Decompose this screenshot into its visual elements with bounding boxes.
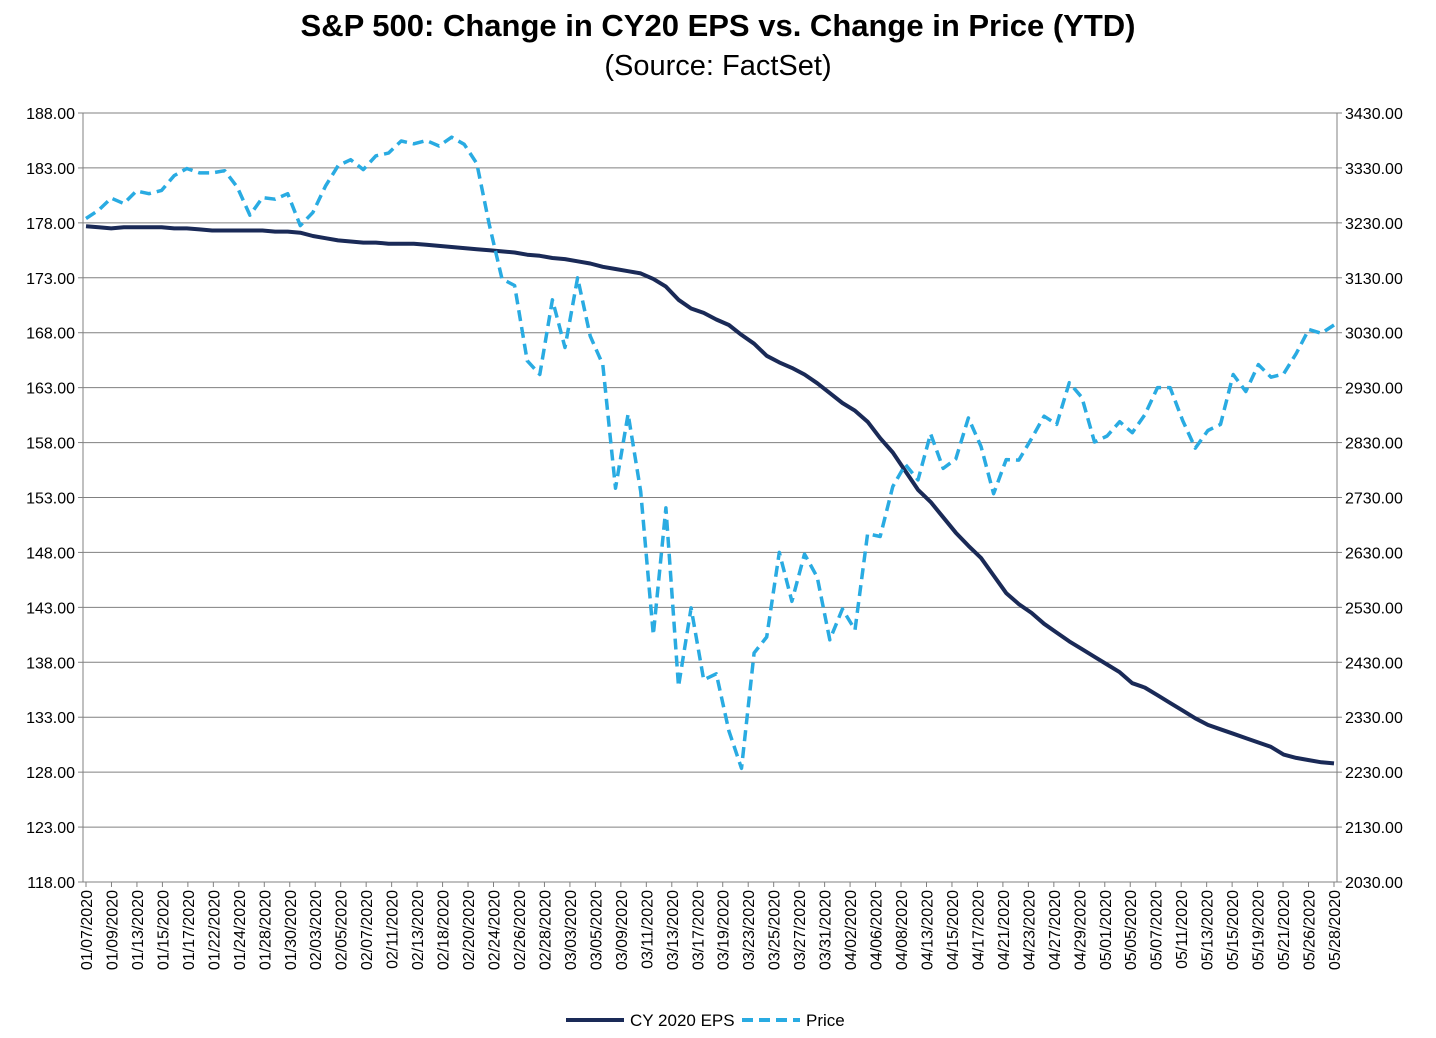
x-tick-label: 03/31/2020	[818, 890, 835, 970]
left-tick-label: 173.00	[26, 271, 75, 288]
x-tick-label: 02/18/2020	[436, 890, 453, 970]
x-tick-label: 04/17/2020	[970, 890, 987, 970]
x-tick-label: 05/01/2020	[1098, 890, 1115, 970]
left-tick-label: 128.00	[26, 765, 75, 782]
x-tick-label: 02/03/2020	[308, 890, 325, 970]
x-tick-label: 05/11/2020	[1174, 890, 1191, 969]
x-tick-label: 01/17/2020	[181, 890, 198, 970]
right-tick-label: 3330.00	[1345, 161, 1403, 178]
x-tick-label: 02/26/2020	[512, 890, 529, 970]
left-tick-label: 148.00	[26, 545, 75, 562]
x-axis: 01/07/2020 01/09/2020 01/13/2020 01/15/2020…	[79, 882, 1344, 970]
x-tick-label: 02/11/2020	[385, 890, 402, 969]
x-tick-label: 02/24/2020	[487, 890, 504, 970]
right-axis: 2030.00 2130.00 2230.00 2330.00 2430.00 2530.…	[1337, 106, 1403, 892]
right-tick-label: 3030.00	[1345, 326, 1403, 343]
x-tick-label: 03/19/2020	[716, 890, 733, 970]
x-tick-label: 02/07/2020	[359, 890, 376, 970]
left-tick-label: 183.00	[26, 161, 75, 178]
series-layer	[85, 135, 1335, 771]
grid-lines	[83, 112, 1337, 883]
plot-frame	[82, 112, 1338, 883]
x-tick-label: 05/21/2020	[1276, 890, 1293, 970]
right-tick-label: 2630.00	[1345, 545, 1403, 562]
x-tick-label: 01/22/2020	[206, 890, 223, 970]
x-tick-label: 04/13/2020	[919, 890, 936, 970]
chart-subtitle: (Source: FactSet)	[604, 50, 832, 82]
x-tick-label: 01/07/2020	[79, 890, 96, 970]
legend-label: Price	[806, 1011, 845, 1030]
x-tick-label: 03/13/2020	[665, 890, 682, 970]
left-tick-label: 168.00	[26, 326, 75, 343]
x-tick-label: 03/03/2020	[563, 890, 580, 970]
left-tick-label: 118.00	[27, 875, 75, 892]
chart-title: S&P 500: Change in CY20 EPS vs. Change i…	[300, 8, 1136, 43]
left-tick-label: 138.00	[26, 655, 75, 672]
x-tick-label: 01/30/2020	[283, 890, 300, 970]
right-tick-label: 2030.00	[1345, 875, 1403, 892]
right-tick-label: 2230.00	[1345, 765, 1403, 782]
x-tick-label: 05/28/2020	[1327, 890, 1344, 970]
x-tick-label: 03/09/2020	[614, 890, 631, 970]
left-axis: 118.00 123.00 128.00 133.00 138.00 143.00 148.…	[26, 106, 83, 892]
right-tick-label: 2530.00	[1345, 600, 1403, 617]
x-tick-label: 05/07/2020	[1149, 890, 1166, 970]
x-tick-label: 04/02/2020	[843, 890, 860, 970]
x-tick-label: 02/28/2020	[537, 890, 554, 970]
x-tick-label: 04/23/2020	[1021, 890, 1038, 970]
right-tick-label: 3230.00	[1345, 216, 1403, 233]
x-tick-label: 04/27/2020	[1047, 890, 1064, 970]
x-tick-label: 04/08/2020	[894, 890, 911, 970]
x-tick-label: 01/13/2020	[130, 890, 147, 970]
x-tick-label: 04/29/2020	[1072, 890, 1089, 970]
x-tick-label: 03/27/2020	[792, 890, 809, 970]
x-tick-label: 03/05/2020	[588, 890, 605, 970]
x-tick-label: 04/21/2020	[996, 890, 1013, 970]
x-tick-label: 05/19/2020	[1251, 890, 1268, 970]
left-tick-label: 133.00	[26, 710, 75, 727]
left-tick-label: 178.00	[26, 216, 75, 233]
left-tick-label: 143.00	[26, 600, 75, 617]
right-tick-label: 2130.00	[1345, 820, 1403, 837]
left-tick-label: 188.00	[26, 106, 75, 123]
x-tick-label: 05/26/2020	[1302, 890, 1319, 970]
right-tick-label: 3130.00	[1345, 271, 1403, 288]
right-tick-label: 2330.00	[1345, 710, 1403, 727]
x-tick-label: 01/09/2020	[104, 890, 121, 970]
left-tick-label: 123.00	[26, 820, 75, 837]
x-tick-label: 03/11/2020	[639, 890, 656, 969]
x-tick-label: 02/13/2020	[410, 890, 427, 970]
x-tick-label: 04/06/2020	[869, 890, 886, 970]
x-tick-label: 01/28/2020	[257, 890, 274, 970]
x-tick-label: 05/13/2020	[1200, 890, 1217, 970]
x-tick-label: 02/20/2020	[461, 890, 478, 970]
x-tick-label: 01/15/2020	[155, 890, 172, 970]
legend-label: CY 2020 EPS	[630, 1011, 735, 1030]
x-tick-label: 03/23/2020	[741, 890, 758, 970]
legend: CY 2020 EPS Price	[566, 1011, 845, 1030]
right-tick-label: 3430.00	[1345, 106, 1403, 123]
x-tick-label: 05/05/2020	[1123, 890, 1140, 970]
right-tick-label: 2830.00	[1345, 436, 1403, 453]
x-tick-label: 03/25/2020	[767, 890, 784, 970]
x-tick-label: 05/15/2020	[1225, 890, 1242, 970]
left-tick-label: 163.00	[26, 381, 75, 398]
x-tick-label: 04/15/2020	[945, 890, 962, 970]
left-tick-label: 153.00	[26, 491, 75, 508]
price-series-line	[85, 135, 1335, 771]
right-tick-label: 2930.00	[1345, 381, 1403, 398]
x-tick-label: 01/24/2020	[232, 890, 249, 970]
left-tick-label: 158.00	[26, 436, 75, 453]
x-tick-label: 02/05/2020	[334, 890, 351, 970]
right-tick-label: 2730.00	[1345, 491, 1403, 508]
x-tick-label: 03/17/2020	[690, 890, 707, 970]
eps-series-line	[85, 224, 1335, 766]
right-tick-label: 2430.00	[1345, 655, 1403, 672]
